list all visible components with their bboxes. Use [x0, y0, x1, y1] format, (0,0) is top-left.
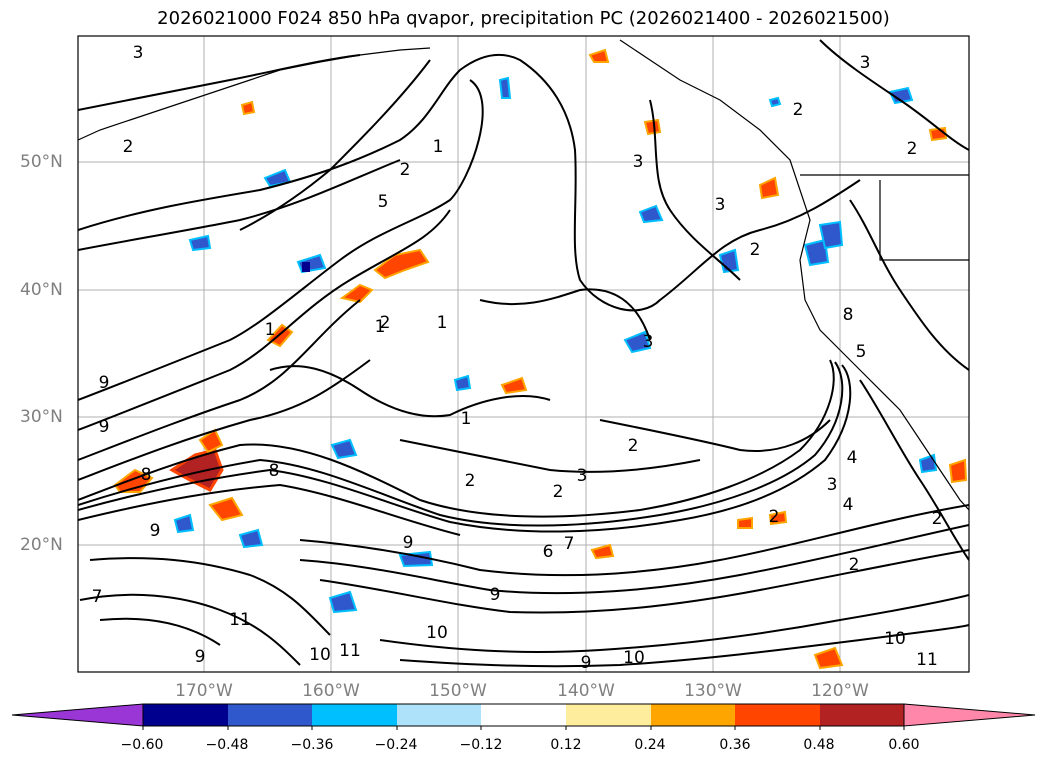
colorbar-segment — [397, 704, 481, 726]
contour-label: 8 — [141, 465, 152, 485]
contour-label: 1 — [437, 313, 448, 333]
colorbar-tick: 0.60 — [888, 737, 920, 753]
colorbar-segment — [651, 704, 735, 726]
contour-label: 2 — [400, 160, 411, 180]
coastlines — [78, 39, 969, 511]
contour-label: 2 — [769, 507, 780, 527]
colorbar-frame — [142, 703, 905, 727]
contour-label: 10 — [884, 629, 906, 649]
lon-label: 150°W — [429, 681, 487, 701]
contour-label: 2 — [793, 100, 804, 120]
contour-label: 9 — [99, 417, 110, 437]
contour-label: 1 — [433, 137, 444, 157]
colorbar-tick: 0.12 — [550, 737, 582, 753]
contour-label: 5 — [378, 192, 389, 212]
contour-label: 7 — [564, 534, 575, 554]
contour-label: 7 — [92, 587, 103, 607]
contour-label: 9 — [99, 373, 110, 393]
colorbar-tick: −0.48 — [205, 737, 249, 753]
contour-label: 11 — [339, 641, 361, 661]
lon-label: 130°W — [684, 681, 742, 701]
colorbar-segment — [143, 704, 228, 726]
contour-label: 8 — [843, 305, 854, 325]
contour-label: 2 — [553, 482, 564, 502]
colorbar-tick: −0.24 — [374, 737, 418, 753]
colorbar-segment — [735, 704, 820, 726]
lat-label: 40°N — [20, 280, 63, 300]
colorbar-tick: 0.36 — [719, 737, 751, 753]
lon-label: 120°W — [811, 681, 869, 701]
contour-label: 9 — [150, 521, 161, 541]
contour-label: 10 — [426, 623, 448, 643]
lat-label: 50°N — [20, 152, 63, 172]
colorbar-extend-low — [11, 703, 144, 727]
contour-label: 2 — [750, 240, 761, 260]
contour-label: 1 — [461, 409, 472, 429]
contour-label: 3 — [860, 53, 871, 73]
colorbar-tick: 0.24 — [634, 737, 666, 753]
contour-label: 6 — [543, 542, 554, 562]
contour-label: 4 — [843, 495, 854, 515]
contour-label: 2 — [628, 436, 639, 456]
contour-label: 1 — [265, 320, 276, 340]
contour-label: 10 — [623, 648, 645, 668]
contour-label: 1 — [375, 317, 386, 337]
lon-label: 170°W — [175, 681, 233, 701]
colorbar — [11, 703, 1036, 730]
map-title: 2026021000 F024 850 hPa qvapor, precipit… — [157, 8, 890, 29]
qvapor-contours — [78, 39, 969, 668]
contour-label: 9 — [581, 653, 592, 673]
contour-label: 3 — [827, 475, 838, 495]
contour-label: 2 — [932, 509, 943, 529]
contour-label: 3 — [715, 195, 726, 215]
contour-label: 3 — [133, 43, 144, 63]
lat-label: 20°N — [20, 535, 63, 555]
contour-label: 4 — [847, 448, 858, 468]
contour-label: 11 — [916, 650, 938, 670]
colorbar-segment — [481, 704, 566, 726]
contour-label: 11 — [229, 610, 251, 630]
contour-label: 2 — [123, 137, 134, 157]
lat-label: 30°N — [20, 407, 63, 427]
contour-label: 9 — [195, 647, 206, 667]
colorbar-segment — [228, 704, 312, 726]
lon-label: 160°W — [302, 681, 360, 701]
contour-label: 3 — [643, 332, 654, 352]
colorbar-tick: −0.12 — [459, 737, 503, 753]
contour-label: 2 — [907, 139, 918, 159]
contour-label: 2 — [465, 471, 476, 491]
contour-label: 9 — [490, 585, 501, 605]
contour-label: 3 — [577, 466, 588, 486]
colorbar-tick: 0.48 — [803, 737, 835, 753]
gridlines — [78, 36, 969, 672]
contour-label: 2 — [380, 313, 391, 333]
contour-label: 5 — [856, 342, 867, 362]
contour-label: 8 — [269, 461, 280, 481]
contour-label: 9 — [403, 533, 414, 553]
colorbar-segment — [312, 704, 397, 726]
lon-label: 140°W — [557, 681, 615, 701]
map-frame — [77, 35, 970, 673]
contour-label: 10 — [309, 645, 331, 665]
precip-blobs — [113, 48, 968, 670]
colorbar-segment — [820, 704, 904, 726]
colorbar-tick: −0.36 — [290, 737, 334, 753]
colorbar-tick: −0.60 — [120, 737, 164, 753]
contour-label: 3 — [633, 152, 644, 172]
contour-label: 2 — [849, 555, 860, 575]
colorbar-segment — [566, 704, 651, 726]
colorbar-extend-high — [903, 703, 1036, 727]
